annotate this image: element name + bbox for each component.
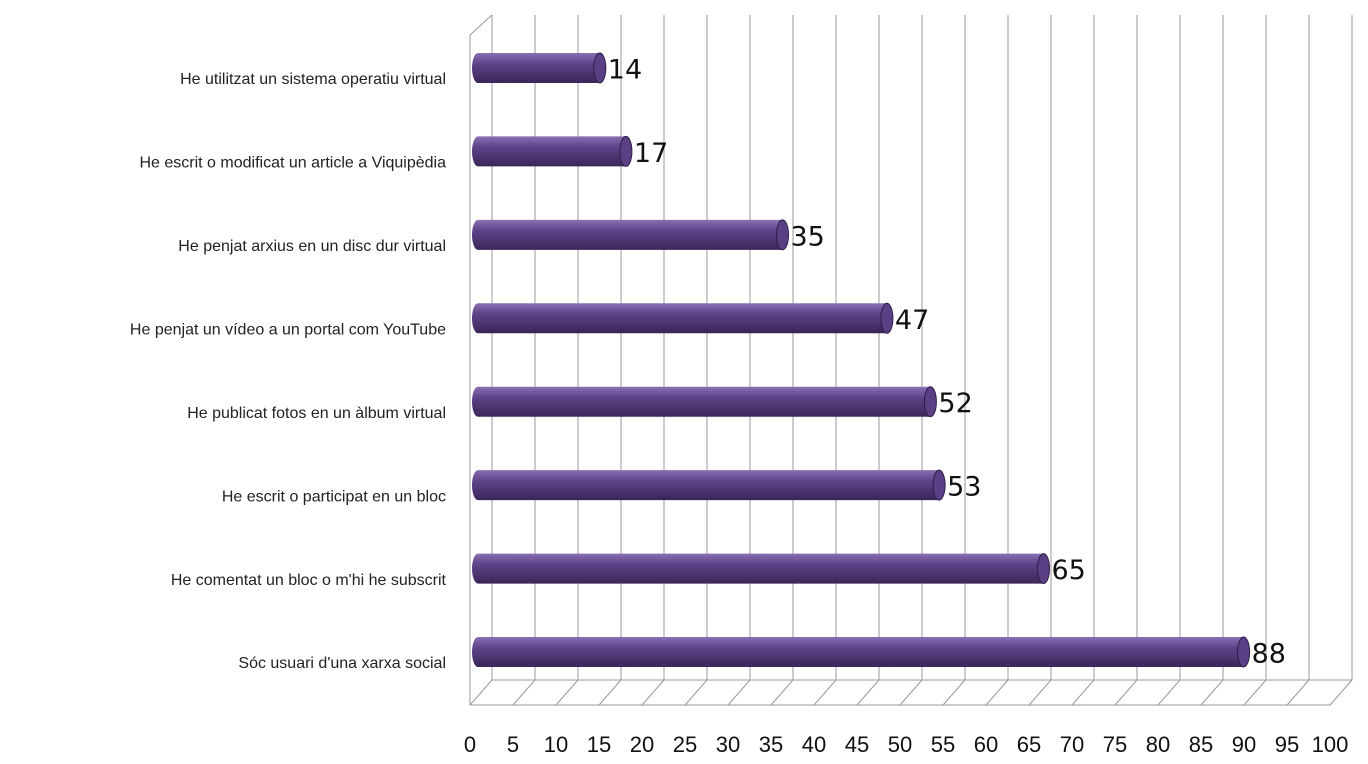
grid-line: [942, 679, 966, 706]
bar-cap: [880, 302, 894, 334]
bar-body: [472, 136, 632, 167]
bar: [472, 52, 607, 84]
bar-body: [472, 637, 1250, 667]
bar: [472, 135, 633, 167]
grid-line: [899, 679, 923, 706]
grid-line: [813, 679, 837, 706]
bar-cap: [923, 386, 937, 418]
bar-cap: [776, 219, 789, 251]
value-label: 65: [1052, 555, 1086, 586]
grid-line: [856, 679, 880, 706]
value-label: 53: [947, 472, 981, 503]
bar-body: [472, 303, 893, 334]
y-tick-label: Sóc usuari d'una xarxa social: [238, 655, 446, 672]
y-tick-label: He comentat un bloc o m'hi he subscrit: [171, 572, 447, 589]
value-label: 17: [634, 138, 668, 169]
x-tick-label: 25: [673, 732, 697, 757]
x-tick-label: 5: [507, 732, 519, 757]
y-tick-label: He publicat fotos en un àlbum virtual: [187, 405, 446, 422]
x-tick-label: 30: [716, 732, 740, 757]
x-tick-label: 10: [544, 732, 568, 757]
grid-line: [1071, 679, 1095, 706]
grid-line: [469, 679, 493, 706]
bar-cap: [593, 52, 607, 84]
x-tick-label: 15: [587, 732, 611, 757]
y-tick-label: He utilitzat un sistema operatiu virtual: [180, 71, 446, 88]
bar: [472, 469, 946, 501]
value-label: 35: [791, 221, 825, 252]
bar-cap: [932, 469, 946, 501]
grid-line: [1243, 679, 1267, 706]
x-tick-label: 55: [931, 732, 955, 757]
bar: [472, 386, 937, 418]
x-tick-label: 35: [759, 732, 783, 757]
x-tick-label: 50: [888, 732, 912, 757]
x-tick-label: 0: [464, 732, 476, 757]
x-tick-label: 20: [630, 732, 654, 757]
x-tick-label: 70: [1060, 732, 1084, 757]
grid-line: [598, 679, 622, 706]
bar: [472, 219, 789, 251]
grid-line: [684, 679, 708, 706]
y-tick-label: He penjat un vídeo a un portal com YouTu…: [130, 322, 446, 339]
wall-edge: [469, 14, 493, 36]
bar-cap: [619, 135, 633, 167]
value-label: 14: [608, 55, 642, 86]
y-tick-label: He escrit o modificat un article a Viqui…: [139, 155, 446, 172]
bar: [472, 636, 1251, 668]
value-label: 88: [1252, 639, 1286, 670]
bar-body: [472, 219, 789, 250]
bar-cap: [1037, 553, 1050, 585]
grid-line: [985, 679, 1009, 706]
y-tick-label: He escrit o participat en un bloc: [222, 488, 446, 505]
bar-body: [472, 53, 606, 84]
bar-cap: [1237, 636, 1251, 668]
grid-line: [727, 679, 751, 706]
x-tick-label: 80: [1146, 732, 1170, 757]
x-tick-label: 75: [1103, 732, 1127, 757]
x-tick-label: 40: [802, 732, 826, 757]
bar-body: [472, 470, 946, 501]
grid-line: [770, 679, 794, 706]
grid-line: [1028, 679, 1052, 706]
x-tick-label: 90: [1232, 732, 1256, 757]
plot-walls: [469, 14, 1352, 706]
grid-line: [555, 679, 579, 706]
x-tick-label: 100: [1312, 732, 1349, 757]
x-tick-label: 60: [974, 732, 998, 757]
grid-line: [1200, 679, 1224, 706]
x-tick-label: 85: [1189, 732, 1213, 757]
x-tick-label: 65: [1017, 732, 1041, 757]
grid-line: [1157, 679, 1181, 706]
grid-line: [512, 679, 536, 706]
grid-line: [1329, 679, 1353, 706]
bar-body: [472, 386, 937, 417]
grid-line: [1286, 679, 1310, 706]
value-label: 47: [895, 305, 929, 336]
value-label: 52: [938, 388, 972, 419]
bar-body: [472, 553, 1050, 584]
x-tick-label: 95: [1275, 732, 1299, 757]
y-tick-label: He penjat arxius en un disc dur virtual: [178, 238, 446, 255]
grid-line: [641, 679, 665, 706]
bar: [472, 302, 894, 334]
bar: [472, 553, 1050, 585]
x-tick-label: 45: [845, 732, 869, 757]
grid-line: [1114, 679, 1138, 706]
